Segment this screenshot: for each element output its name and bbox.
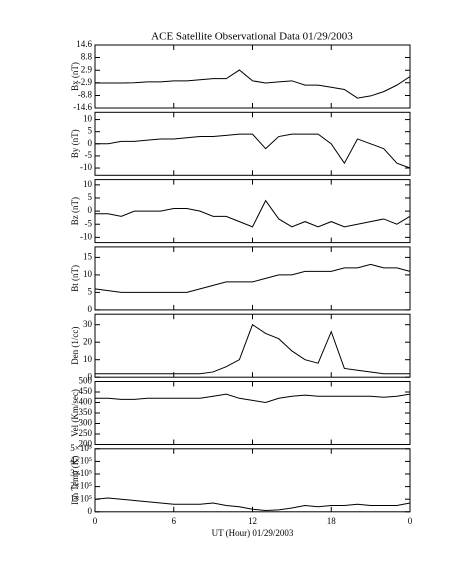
data-line <box>95 393 411 404</box>
y-tick-label: -2.9 <box>78 77 93 87</box>
x-axis-label: UT (Hour) 01/29/2003 <box>212 528 294 538</box>
data-line <box>95 69 411 99</box>
x-tick-label: 6 <box>172 516 177 526</box>
y-tick-label: -5 <box>85 218 93 228</box>
y-tick-label: 0 <box>88 371 93 381</box>
y-tick-label: -10 <box>80 162 92 172</box>
panel-frame <box>94 246 411 311</box>
x-tick-label: 12 <box>248 516 257 526</box>
y-tick-label: 200 <box>79 439 93 449</box>
y-tick-label: 450 <box>79 386 93 396</box>
y-tick-label: 0 <box>88 304 93 314</box>
y-tick-label: 400 <box>79 397 93 407</box>
y-tick-label: 5 <box>88 192 93 202</box>
data-line <box>95 323 410 375</box>
y-tick-label: 350 <box>79 407 93 417</box>
x-tick-label: 18 <box>327 516 337 526</box>
y-tick-label: 3×10⁵ <box>70 468 92 478</box>
y-tick-label: 10 <box>83 354 93 364</box>
y-tick-label: 10 <box>83 179 93 189</box>
y-tick-label: 10 <box>83 269 93 279</box>
y-tick-label: 250 <box>79 428 93 438</box>
x-tick-label: 0 <box>93 516 98 526</box>
y-tick-label: 1×10⁵ <box>70 493 92 503</box>
y-axis-label: By (nT) <box>70 129 80 158</box>
y-tick-label: 20 <box>83 336 93 346</box>
data-line <box>95 199 411 228</box>
y-axis-label: Bt (nT) <box>70 265 80 292</box>
data-line <box>94 497 411 512</box>
y-tick-label: 15 <box>83 251 93 261</box>
y-tick-label: 5 <box>88 286 93 296</box>
y-tick-label: -8.8 <box>78 90 93 100</box>
data-line <box>94 263 411 293</box>
x-tick-label: 0 <box>408 516 413 526</box>
y-tick-label: 2×10⁵ <box>70 481 92 491</box>
y-tick-label: 30 <box>83 319 93 329</box>
panel-frame <box>94 111 411 176</box>
y-tick-label: 0 <box>88 506 93 516</box>
data-line <box>95 133 411 169</box>
y-tick-label: -14.6 <box>73 102 92 112</box>
panel-frame <box>94 448 411 513</box>
y-tick-label: 10 <box>83 114 93 124</box>
y-tick-label: 500 <box>79 376 93 386</box>
y-tick-label: 5×10⁵ <box>70 443 92 453</box>
y-tick-label: 0 <box>88 205 93 215</box>
panel-frame <box>94 44 411 109</box>
y-axis-label: Vel (Km/sec) <box>70 389 80 437</box>
y-tick-label: 4×10⁵ <box>70 455 92 465</box>
panel-frame <box>94 313 411 378</box>
chart-title: ACE Satellite Observational Data 01/29/2… <box>151 31 353 43</box>
y-axis-label: Bz (nT) <box>70 197 80 225</box>
y-tick-label: 14.6 <box>76 39 92 49</box>
y-axis-label: Ion Temp (K) <box>70 456 80 505</box>
y-tick-label: 0 <box>88 138 93 148</box>
y-axis-label: Den (1/cc) <box>70 327 80 365</box>
y-axis-label: Bx (nT) <box>70 62 80 91</box>
y-tick-label: 8.8 <box>81 52 93 62</box>
y-tick-label: 5 <box>88 126 93 136</box>
y-tick-label: 300 <box>79 418 93 428</box>
y-tick-label: -10 <box>80 231 92 241</box>
y-tick-label: -5 <box>85 150 93 160</box>
panel-frame <box>94 381 411 445</box>
y-tick-label: 2.9 <box>81 64 93 74</box>
